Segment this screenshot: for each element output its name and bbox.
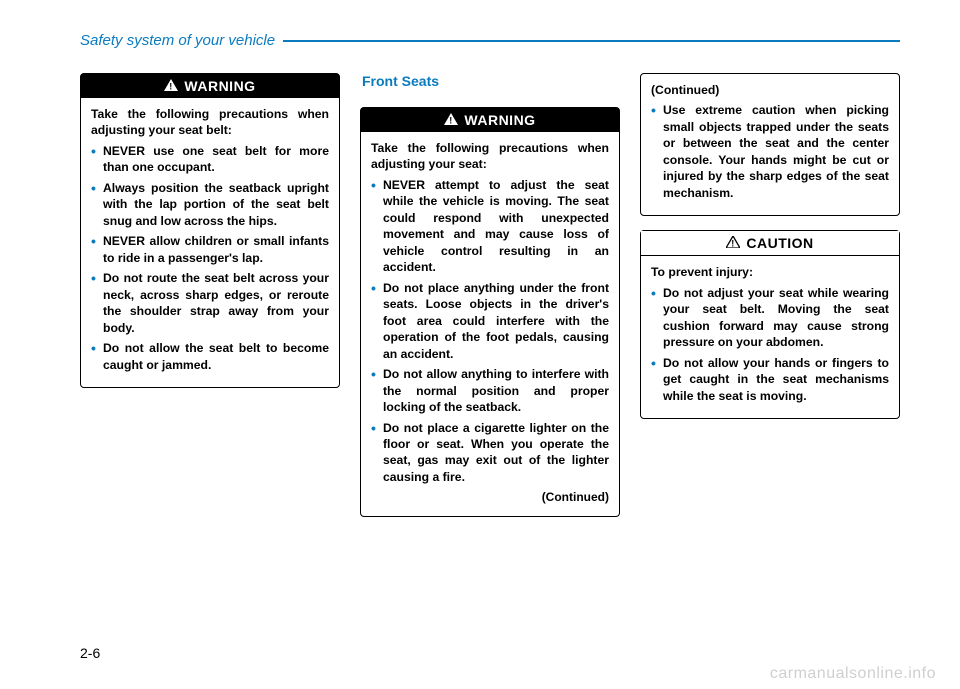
caution-box: ! CAUTION To prevent injury: Do not adju… bbox=[640, 230, 900, 419]
continued-heading: (Continued) bbox=[651, 82, 889, 98]
warning-header: ! WARNING bbox=[81, 74, 339, 98]
list-item: Do not allow the seat belt to become cau… bbox=[91, 340, 329, 373]
caution-body: To prevent injury: Do not adjust your se… bbox=[641, 256, 899, 418]
continued-body: (Continued) Use extreme caution when pic… bbox=[641, 74, 899, 215]
list-item: Do not place a cigarette lighter on the … bbox=[371, 420, 609, 486]
warning-intro: Take the following precautions when adju… bbox=[371, 140, 609, 173]
list-item: Use extreme caution when picking small o… bbox=[651, 102, 889, 201]
svg-text:!: ! bbox=[170, 81, 174, 91]
warning-list: NEVER attempt to adjust the seat while t… bbox=[371, 177, 609, 485]
warning-icon: ! bbox=[164, 79, 178, 94]
list-item: NEVER use one seat belt for more than on… bbox=[91, 143, 329, 176]
caution-header: ! CAUTION bbox=[641, 231, 899, 256]
continued-box: (Continued) Use extreme caution when pic… bbox=[640, 73, 900, 216]
caution-intro: To prevent injury: bbox=[651, 264, 889, 280]
page-number: 2-6 bbox=[80, 645, 100, 661]
list-item: Do not allow anything to interfere with … bbox=[371, 366, 609, 415]
column-2: Front Seats ! WARNING Take the following… bbox=[360, 73, 620, 517]
continued-list: Use extreme caution when picking small o… bbox=[651, 102, 889, 201]
continued-label: (Continued) bbox=[371, 489, 609, 505]
list-item: NEVER attempt to adjust the seat while t… bbox=[371, 177, 609, 276]
list-item: Do not route the seat belt across your n… bbox=[91, 270, 329, 336]
svg-text:!: ! bbox=[732, 238, 736, 248]
header-rule bbox=[283, 40, 900, 42]
warning-label: WARNING bbox=[184, 78, 255, 94]
list-item: Always position the seatback upright wit… bbox=[91, 180, 329, 229]
svg-text:!: ! bbox=[450, 115, 454, 125]
list-item: Do not allow your hands or fingers to ge… bbox=[651, 355, 889, 404]
header-title: Safety system of your vehicle bbox=[80, 32, 283, 49]
manual-page: Safety system of your vehicle ! WARNING … bbox=[0, 0, 960, 689]
caution-list: Do not adjust your seat while wearing yo… bbox=[651, 285, 889, 404]
warning-list: NEVER use one seat belt for more than on… bbox=[91, 143, 329, 373]
warning-body: Take the following precautions when adju… bbox=[81, 98, 339, 387]
warning-icon: ! bbox=[444, 113, 458, 128]
warning-header: ! WARNING bbox=[361, 108, 619, 132]
warning-box-seatbelt: ! WARNING Take the following precautions… bbox=[80, 73, 340, 388]
list-item: NEVER allow children or small infants to… bbox=[91, 233, 329, 266]
column-3: (Continued) Use extreme caution when pic… bbox=[640, 73, 900, 517]
caution-label: CAUTION bbox=[746, 235, 813, 251]
section-heading-front-seats: Front Seats bbox=[362, 73, 620, 89]
content-columns: ! WARNING Take the following precautions… bbox=[80, 73, 900, 517]
page-header: Safety system of your vehicle bbox=[80, 32, 900, 49]
warning-intro: Take the following precautions when adju… bbox=[91, 106, 329, 139]
warning-box-front-seats: ! WARNING Take the following precautions… bbox=[360, 107, 620, 517]
list-item: Do not place anything under the front se… bbox=[371, 280, 609, 362]
list-item: Do not adjust your seat while wearing yo… bbox=[651, 285, 889, 351]
watermark: carmanualsonline.info bbox=[770, 665, 936, 683]
warning-body: Take the following precautions when adju… bbox=[361, 132, 619, 516]
caution-icon: ! bbox=[726, 236, 740, 251]
column-1: ! WARNING Take the following precautions… bbox=[80, 73, 340, 517]
warning-label: WARNING bbox=[464, 112, 535, 128]
